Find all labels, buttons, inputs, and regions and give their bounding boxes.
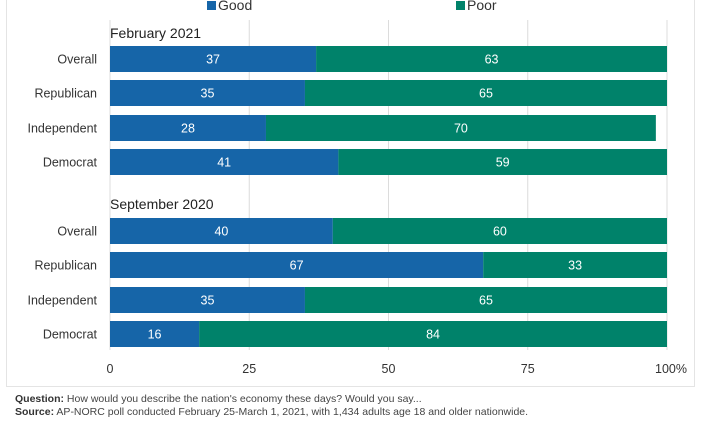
- bar-poor-0-1: [304, 80, 667, 106]
- legend-label-poor: Poor: [467, 0, 497, 13]
- source-text: AP-NORC poll conducted February 25-March…: [54, 406, 529, 418]
- data-label-poor-0-2: 70: [454, 122, 468, 136]
- legend-label-good: Good: [218, 0, 252, 13]
- bar-good-1-2: [110, 287, 305, 313]
- question-text: How would you describe the nation's econ…: [64, 393, 422, 405]
- bar-good-0-2: [110, 115, 266, 141]
- group-title-0: February 2021: [110, 25, 201, 41]
- data-label-poor-1-3: 84: [426, 328, 440, 342]
- data-label-poor-1-1: 33: [568, 259, 582, 273]
- x-tick-label-0: 0: [107, 362, 114, 376]
- x-tick-label-4: 100%: [655, 362, 687, 376]
- bar-good-0-0: [110, 46, 317, 72]
- bar-good-0-1: [110, 80, 305, 106]
- bar-good-0-3: [110, 149, 339, 175]
- data-label-poor-0-3: 59: [496, 156, 510, 170]
- data-label-good-0-2: 28: [181, 122, 195, 136]
- category-label-1-3: Democrat: [43, 328, 98, 342]
- chart-frame: [6, 0, 695, 387]
- legend-swatch-good: [207, 1, 216, 10]
- data-label-good-1-2: 35: [201, 294, 215, 308]
- source-label: Source:: [15, 406, 55, 418]
- data-label-poor-0-1: 65: [479, 87, 493, 101]
- data-label-good-1-3: 16: [148, 328, 162, 342]
- data-label-good-1-0: 40: [214, 225, 228, 239]
- source-line: Source: AP-NORC poll conducted February …: [15, 406, 695, 419]
- bar-good-1-1: [110, 252, 484, 278]
- category-label-1-0: Overall: [57, 225, 97, 239]
- chart-footer: Question: How would you describe the nat…: [15, 393, 695, 419]
- category-label-0-0: Overall: [57, 53, 97, 67]
- stacked-bar-chart: Good Poor February 2021 Overall 37 63 Republic…: [27, 0, 687, 376]
- category-label-0-2: Independent: [27, 122, 97, 136]
- data-label-poor-1-0: 60: [493, 225, 507, 239]
- category-label-0-3: Democrat: [43, 156, 98, 170]
- bar-poor-0-0: [316, 46, 667, 72]
- x-tick-label-1: 25: [242, 362, 256, 376]
- data-label-poor-1-2: 65: [479, 294, 493, 308]
- category-label-0-1: Republican: [34, 87, 97, 101]
- bar-poor-1-0: [332, 218, 667, 244]
- question-line: Question: How would you describe the nat…: [15, 393, 695, 406]
- group-title-1: September 2020: [110, 196, 214, 212]
- bar-poor-0-2: [265, 115, 656, 141]
- bar-poor-1-3: [199, 321, 667, 347]
- bar-good-1-3: [110, 321, 200, 347]
- data-label-good-0-3: 41: [217, 156, 231, 170]
- bar-poor-1-1: [483, 252, 667, 278]
- category-label-1-2: Independent: [27, 294, 97, 308]
- data-label-good-0-0: 37: [206, 53, 220, 67]
- bar-poor-0-3: [338, 149, 667, 175]
- data-label-poor-0-0: 63: [485, 53, 499, 67]
- question-label: Question:: [15, 393, 64, 405]
- bar-good-1-0: [110, 218, 333, 244]
- category-label-1-1: Republican: [34, 259, 97, 273]
- bar-poor-1-2: [304, 287, 667, 313]
- x-tick-label-3: 75: [521, 362, 535, 376]
- x-tick-label-2: 50: [382, 362, 396, 376]
- data-label-good-1-1: 67: [290, 259, 304, 273]
- data-label-good-0-1: 35: [201, 87, 215, 101]
- legend-swatch-poor: [456, 1, 465, 10]
